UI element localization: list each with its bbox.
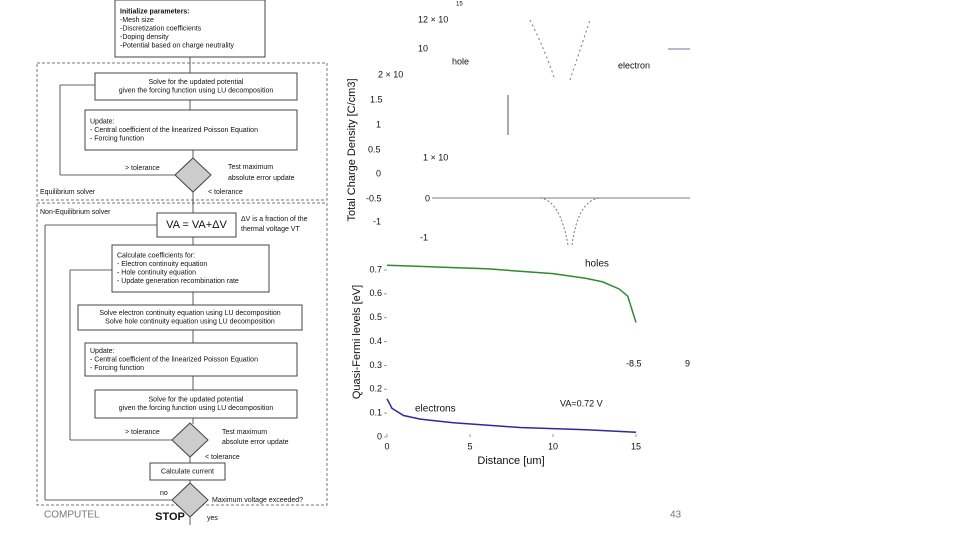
- decision: [174, 157, 212, 193]
- annotation: VA=0.72 V: [560, 398, 603, 408]
- page-number: 43: [670, 510, 682, 521]
- flow-label: absolute error update: [222, 439, 289, 446]
- flow-label: ΔV is a fraction of the: [241, 216, 308, 223]
- flow-text: given the forcing function using LU deco…: [119, 88, 274, 95]
- flow-text: Solve for the updated potential: [149, 397, 244, 404]
- fragment-label: -8.5: [626, 358, 642, 368]
- y-tick-label: 0.3: [369, 360, 382, 370]
- fragment-label: 1.5: [370, 94, 383, 104]
- series-line: [386, 398, 637, 433]
- y-tick-label: 0.1: [369, 408, 382, 418]
- flow-box: [77, 304, 303, 331]
- flow-text: - Hole continuity equation: [117, 270, 196, 277]
- fragment-label: 15: [456, 2, 463, 8]
- fragment-label: 9: [685, 358, 690, 368]
- flow-label: Test maximum: [222, 429, 267, 436]
- flow-text: Update:: [90, 118, 115, 125]
- footer-left: COMPUTEL: [44, 510, 100, 521]
- fragment-label: 0.5: [368, 144, 381, 154]
- fragment-label: 0: [425, 193, 430, 203]
- flow-label: absolute error update: [228, 175, 295, 182]
- flow-text: - Forcing function: [90, 135, 144, 142]
- curve-fragment: [529, 19, 591, 81]
- y-tick-label: 0.2: [369, 384, 382, 394]
- decision: [171, 482, 209, 518]
- flow-text: -Potential based on charge neutrality: [120, 42, 235, 49]
- flow-box: [94, 389, 298, 419]
- fragment-label: 1 × 10: [423, 152, 448, 162]
- flow-label: < tolerance: [205, 454, 240, 461]
- flow-box: [111, 244, 270, 293]
- flow-text: Calculate current: [161, 468, 214, 475]
- series-label: holes: [585, 259, 609, 270]
- flow-label: thermal voltage VT: [241, 226, 300, 233]
- fragment-label: -1: [420, 232, 428, 242]
- flow-text: VA = VA+ΔV: [166, 219, 227, 231]
- flow-box: [84, 109, 298, 151]
- y-tick-label: 0.4: [369, 336, 382, 346]
- flow-label: no: [160, 490, 168, 497]
- flow-text: - Electron continuity equation: [117, 261, 207, 268]
- y-tick-label: 0: [377, 431, 382, 441]
- axis-title-fragment: Total Charge Density [C/cm3]: [346, 78, 358, 221]
- y-axis-title: Quasi-Fermi levels [eV]: [351, 285, 363, 399]
- flow-text: Solve hole continuity equation using LU …: [105, 319, 275, 326]
- flow-text: Solve electron continuity equation using…: [99, 310, 280, 317]
- flow-text: Update:: [90, 348, 115, 355]
- y-tick-label: 0.7: [369, 264, 382, 274]
- flow-label: Non-Equilibrium solver: [40, 209, 111, 216]
- fragment-label: -0.5: [366, 193, 382, 203]
- x-tick-label: 10: [548, 441, 558, 451]
- flow-text: - Update generation recombination rate: [117, 278, 239, 285]
- fragment-label: 0: [376, 168, 381, 178]
- x-tick-label: 5: [467, 441, 472, 451]
- plot-background: [330, 255, 690, 455]
- flow-label: Maximum voltage exceeded?: [212, 497, 303, 504]
- flow-box: [156, 212, 237, 238]
- flow-text: STOP: [155, 511, 185, 523]
- flow-box: [149, 462, 226, 481]
- x-tick-label: 15: [631, 441, 641, 451]
- flow-label: yes: [207, 515, 218, 522]
- flow-text: - Forcing function: [90, 365, 144, 372]
- series-label: electrons: [415, 404, 456, 415]
- fragment-label: 10: [418, 43, 428, 53]
- y-tick-label: 0.6: [369, 288, 382, 298]
- flow-text: -Discretization coefficients: [120, 25, 202, 32]
- flow-label: > tolerance: [125, 429, 160, 436]
- y-tick-label: 0.5: [369, 312, 382, 322]
- x-tick-label: 0: [384, 441, 389, 451]
- flow-box: [84, 342, 298, 377]
- flow-text: given the forcing function using LU deco…: [119, 405, 274, 412]
- background-plots: 12 × 10 15 10 hole electron 2 × 10 1.5 1 0.5 1 × …: [330, 2, 690, 455]
- flow-text: Solve for the updated potential: [149, 79, 244, 86]
- flow-label: Test maximum: [228, 164, 273, 171]
- flow-label: Equilibrium solver: [40, 189, 96, 196]
- fragment-label: 1: [376, 119, 381, 129]
- fragment-label: 2 × 10: [378, 69, 403, 79]
- flow-box: [114, 0, 266, 58]
- flow-text: Initialize parameters:: [120, 8, 190, 15]
- flow-text: Calculate coefficients for:: [117, 253, 195, 260]
- series-line: [386, 264, 637, 323]
- decision: [171, 422, 209, 458]
- equilibrium-region: [36, 62, 328, 201]
- flow-text: - Central coefficient of the linearized …: [90, 356, 258, 363]
- fragment-label: -1: [373, 216, 381, 226]
- fragment-label: hole: [452, 56, 469, 66]
- fragment-label: 12 × 10: [418, 14, 448, 24]
- flow-text: -Mesh size: [120, 17, 154, 24]
- flow-box: [94, 72, 298, 101]
- flow-text: - Central coefficient of the linearized …: [90, 127, 258, 134]
- fragment-label: electron: [618, 60, 650, 70]
- flow-text: -Doping density: [120, 34, 169, 41]
- x-axis-title: Distance [um]: [477, 455, 544, 467]
- flow-label: < tolerance: [208, 189, 243, 196]
- flow-label: > tolerance: [125, 165, 160, 172]
- flowchart: Initialize parameters: -Mesh size-Discret…: [40, 0, 308, 525]
